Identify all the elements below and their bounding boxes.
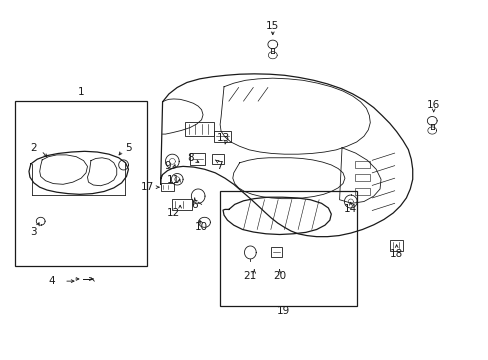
Text: 1: 1 [78, 87, 84, 97]
Text: 9: 9 [164, 161, 171, 171]
Text: 16: 16 [426, 100, 439, 110]
Bar [15, 101, 147, 266]
Text: 11: 11 [167, 175, 180, 185]
Text: 8: 8 [187, 153, 194, 163]
Text: 3: 3 [30, 227, 37, 237]
Text: 21: 21 [243, 271, 257, 281]
Text: 20: 20 [272, 271, 285, 281]
Text: 4: 4 [48, 276, 55, 286]
Text: 15: 15 [265, 21, 279, 31]
Text: 19: 19 [276, 306, 289, 316]
Text: 10: 10 [195, 222, 208, 232]
Text: 5: 5 [125, 143, 131, 153]
Text: 13: 13 [216, 133, 229, 143]
Text: 6: 6 [191, 200, 198, 210]
Text: 2: 2 [30, 143, 37, 153]
Bar [220, 191, 356, 306]
Text: 12: 12 [167, 208, 180, 218]
Text: 17: 17 [140, 182, 153, 192]
Text: 18: 18 [389, 248, 403, 258]
Text: 14: 14 [344, 204, 357, 215]
Text: 7: 7 [215, 161, 222, 171]
